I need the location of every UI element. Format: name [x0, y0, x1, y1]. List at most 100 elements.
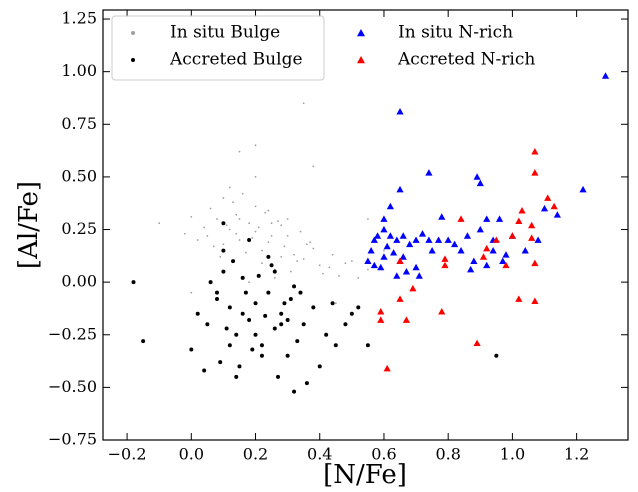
- dot-marker: [131, 31, 135, 35]
- triangle-marker: [515, 295, 523, 302]
- dot-marker: [206, 234, 209, 237]
- dot-marker: [302, 102, 305, 105]
- triangle-marker: [528, 234, 536, 241]
- triangle-marker: [483, 244, 491, 252]
- dot-marker: [309, 241, 312, 244]
- triangle-marker: [444, 236, 452, 243]
- triangle-marker: [531, 169, 539, 176]
- triangle-marker: [489, 246, 497, 254]
- dot-marker: [232, 201, 234, 204]
- dot-marker: [357, 277, 360, 279]
- triangle-marker: [434, 236, 443, 243]
- triangle-marker: [451, 240, 459, 248]
- dot-marker: [221, 269, 226, 274]
- triangle-marker: [515, 217, 523, 224]
- triangle-marker: [425, 169, 433, 176]
- dot-marker: [208, 280, 213, 285]
- dot-marker: [224, 326, 229, 331]
- triangle-marker: [534, 236, 542, 243]
- dot-marker: [269, 263, 274, 268]
- dot-marker: [189, 347, 194, 352]
- dot-marker: [131, 58, 135, 62]
- triangle-marker: [428, 246, 436, 254]
- dot-marker: [367, 268, 369, 271]
- dot-marker: [272, 326, 277, 331]
- dot-marker: [272, 269, 277, 274]
- triangle-marker: [412, 263, 420, 271]
- triangle-marker: [415, 272, 423, 279]
- dot-marker: [212, 245, 215, 248]
- triangle-marker: [441, 261, 449, 269]
- triangle-marker: [508, 232, 517, 239]
- dot-marker: [270, 222, 273, 225]
- triangle-marker: [406, 240, 414, 248]
- dot-marker: [228, 186, 231, 189]
- dot-marker: [285, 353, 290, 358]
- triangle-marker: [473, 173, 481, 180]
- dot-marker: [250, 347, 255, 352]
- dot-marker: [254, 144, 257, 147]
- triangle-marker: [553, 211, 561, 218]
- dot-marker: [259, 353, 264, 358]
- dot-marker: [263, 313, 268, 318]
- y-tick-label: −0.50: [48, 377, 97, 396]
- y-tick-label: −0.75: [48, 430, 97, 449]
- triangle-marker: [373, 232, 382, 239]
- triangle-marker: [393, 236, 401, 243]
- triangle-marker: [438, 213, 446, 220]
- dot-marker: [214, 296, 219, 301]
- dot-marker: [244, 251, 247, 254]
- triangle-marker: [476, 225, 484, 233]
- triangle-marker: [467, 265, 475, 273]
- y-tick-label: −0.25: [48, 324, 97, 343]
- x-tick-label: 0.2: [243, 445, 268, 464]
- dot-marker: [338, 274, 340, 277]
- dot-marker: [214, 290, 219, 295]
- triangle-marker: [463, 232, 472, 239]
- triangle-marker: [396, 185, 404, 193]
- dot-marker: [312, 247, 315, 250]
- triangle-marker: [370, 261, 378, 269]
- dot-marker: [277, 220, 279, 223]
- dot-marker: [286, 218, 289, 220]
- dot-marker: [293, 253, 295, 256]
- dot-marker: [216, 218, 218, 220]
- triangle-marker: [396, 257, 404, 264]
- y-tick-label: 0.50: [61, 166, 97, 185]
- dot-marker: [292, 389, 297, 394]
- dot-marker: [305, 243, 308, 246]
- dot-marker: [234, 374, 239, 379]
- dot-marker: [243, 290, 248, 295]
- triangle-marker: [425, 236, 433, 243]
- legend-label: In situ Bulge: [170, 23, 280, 43]
- dot-marker: [240, 311, 245, 316]
- dot-marker: [254, 176, 257, 178]
- y-tick-label: 0.25: [61, 219, 97, 238]
- dot-marker: [231, 259, 236, 264]
- dot-marker: [343, 322, 348, 327]
- triangle-marker: [528, 221, 536, 229]
- triangle-marker: [364, 257, 372, 264]
- triangle-marker: [412, 236, 420, 243]
- dot-marker: [267, 209, 270, 212]
- dot-marker: [266, 290, 271, 295]
- x-tick-label: 0.6: [371, 445, 396, 464]
- dot-marker: [225, 224, 228, 227]
- dot-marker: [296, 260, 299, 262]
- triangle-marker: [380, 253, 388, 260]
- triangle-marker: [389, 249, 398, 256]
- triangle-marker: [457, 215, 465, 222]
- dot-marker: [261, 262, 263, 265]
- triangle-marker: [370, 236, 378, 243]
- dot-marker: [333, 343, 338, 348]
- dot-marker: [221, 221, 226, 226]
- dot-marker: [330, 301, 335, 306]
- dot-marker: [311, 305, 316, 310]
- dot-marker: [344, 262, 347, 265]
- triangle-marker: [502, 261, 510, 269]
- dot-marker: [299, 230, 302, 233]
- x-tick-label: 0.4: [307, 445, 332, 464]
- dot-marker: [254, 230, 257, 233]
- triangle-marker: [393, 272, 401, 279]
- dot-marker: [383, 249, 385, 252]
